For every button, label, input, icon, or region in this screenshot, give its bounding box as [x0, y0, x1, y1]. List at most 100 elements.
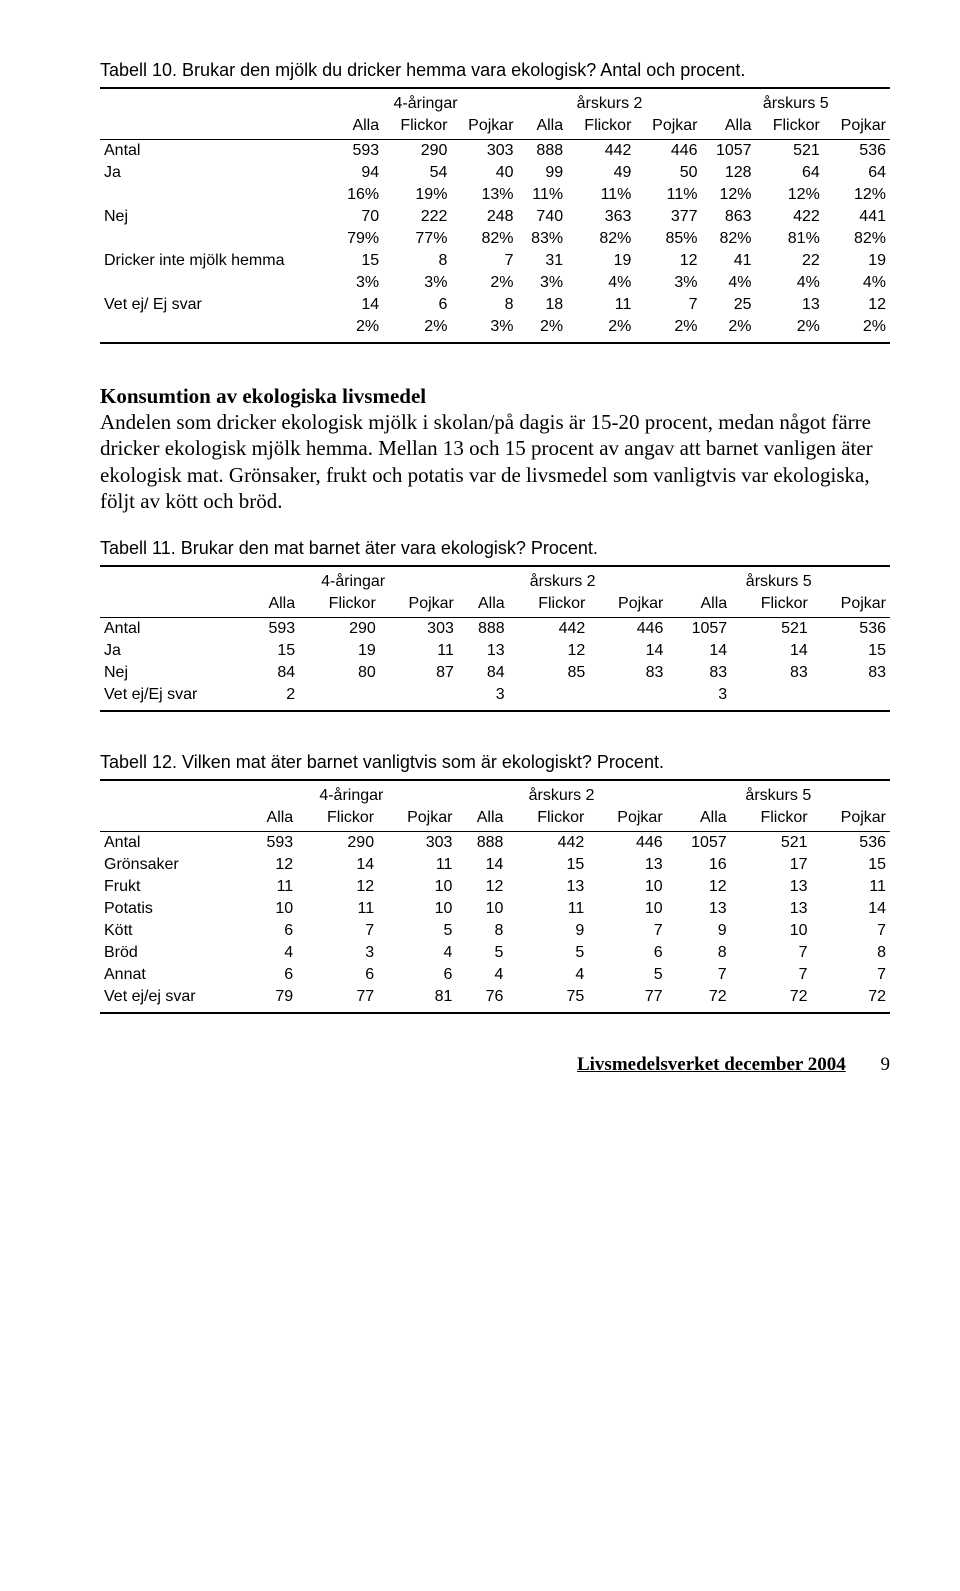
cell: [509, 684, 590, 711]
cell: 441: [824, 206, 890, 228]
table-row: Vet ej/Ej svar233: [100, 684, 890, 711]
cell: 3%: [451, 316, 517, 343]
row-label: Annat: [100, 964, 246, 986]
row-label: [100, 316, 334, 343]
cell: 9: [667, 920, 731, 942]
cell: 84: [458, 662, 509, 684]
cell: 9: [507, 920, 588, 942]
table10-group-header: 4-åringar årskurs 2 årskurs 5: [100, 88, 890, 115]
cell: 3: [297, 942, 378, 964]
col-label: Flickor: [567, 115, 635, 140]
cell: 12: [667, 876, 731, 898]
cell: 593: [248, 618, 299, 641]
col-label: Pojkar: [812, 807, 890, 832]
cell: 85%: [635, 228, 701, 250]
cell: 740: [518, 206, 568, 228]
cell: 303: [378, 832, 456, 855]
group-label: 4-åringar: [248, 566, 458, 593]
table12-sub-header: Alla Flickor Pojkar Alla Flickor Pojkar …: [100, 807, 890, 832]
table-row: Antal5932903038884424461057521536: [100, 140, 890, 163]
cell: 79: [246, 986, 297, 1013]
cell: 5: [378, 920, 456, 942]
cell: 85: [509, 662, 590, 684]
cell: 87: [380, 662, 458, 684]
cell: 536: [812, 618, 890, 641]
cell: 4%: [824, 272, 890, 294]
cell: 7: [451, 250, 517, 272]
table-row: Antal5932903038884424461057521536: [100, 832, 890, 855]
cell: [731, 684, 812, 711]
cell: 14: [297, 854, 378, 876]
row-label: Nej: [100, 662, 248, 684]
row-label: Antal: [100, 140, 334, 163]
table-row: Kött6758979107: [100, 920, 890, 942]
cell: 12: [246, 854, 297, 876]
col-label: Pojkar: [588, 807, 666, 832]
group-label: årskurs 2: [456, 780, 666, 807]
table-row: Vet ej/ej svar797781767577727272: [100, 986, 890, 1013]
cell: 11: [380, 640, 458, 662]
cell: 83: [589, 662, 667, 684]
cell: 290: [299, 618, 380, 641]
cell: 6: [383, 294, 451, 316]
cell: 2%: [756, 316, 824, 343]
cell: 7: [667, 964, 731, 986]
cell: [589, 684, 667, 711]
cell: 72: [812, 986, 890, 1013]
row-label: [100, 228, 334, 250]
cell: 7: [812, 920, 890, 942]
row-label: Ja: [100, 162, 334, 184]
cell: 54: [383, 162, 451, 184]
cell: 4%: [756, 272, 824, 294]
col-label: Alla: [667, 593, 731, 618]
cell: 10: [246, 898, 297, 920]
cell: 7: [635, 294, 701, 316]
cell: 3%: [383, 272, 451, 294]
cell: 128: [702, 162, 756, 184]
table-row: 16%19%13%11%11%11%12%12%12%: [100, 184, 890, 206]
cell: 8: [812, 942, 890, 964]
cell: 25: [702, 294, 756, 316]
cell: 12%: [702, 184, 756, 206]
cell: 5: [456, 942, 507, 964]
cell: 10: [378, 876, 456, 898]
cell: 84: [248, 662, 299, 684]
row-label: Vet ej/Ej svar: [100, 684, 248, 711]
cell: 4%: [567, 272, 635, 294]
cell: 72: [731, 986, 812, 1013]
cell: 290: [383, 140, 451, 163]
table-row: Dricker inte mjölk hemma1587311912412219: [100, 250, 890, 272]
cell: 2: [248, 684, 299, 711]
cell: 5: [507, 942, 588, 964]
cell: 14: [589, 640, 667, 662]
row-label: Nej: [100, 206, 334, 228]
cell: 6: [246, 964, 297, 986]
cell: 11%: [567, 184, 635, 206]
cell: 83: [731, 662, 812, 684]
col-label: Pojkar: [812, 593, 890, 618]
table-row: Potatis101110101110131314: [100, 898, 890, 920]
cell: 40: [451, 162, 517, 184]
table-row: Grönsaker121411141513161715: [100, 854, 890, 876]
cell: 14: [456, 854, 507, 876]
group-label: årskurs 5: [667, 780, 890, 807]
col-label: Flickor: [756, 115, 824, 140]
cell: 4%: [702, 272, 756, 294]
col-label: Alla: [248, 593, 299, 618]
cell: [812, 684, 890, 711]
cell: 76: [456, 986, 507, 1013]
table-row: Ja9454409949501286464: [100, 162, 890, 184]
cell: 12: [824, 294, 890, 316]
cell: 77%: [383, 228, 451, 250]
cell: 94: [334, 162, 384, 184]
cell: 81%: [756, 228, 824, 250]
cell: 521: [756, 140, 824, 163]
col-label: Alla: [702, 115, 756, 140]
table-row: Frukt111210121310121311: [100, 876, 890, 898]
cell: [380, 684, 458, 711]
cell: 442: [507, 832, 588, 855]
cell: 19: [824, 250, 890, 272]
cell: 6: [378, 964, 456, 986]
row-label: [100, 272, 334, 294]
cell: 11: [378, 854, 456, 876]
